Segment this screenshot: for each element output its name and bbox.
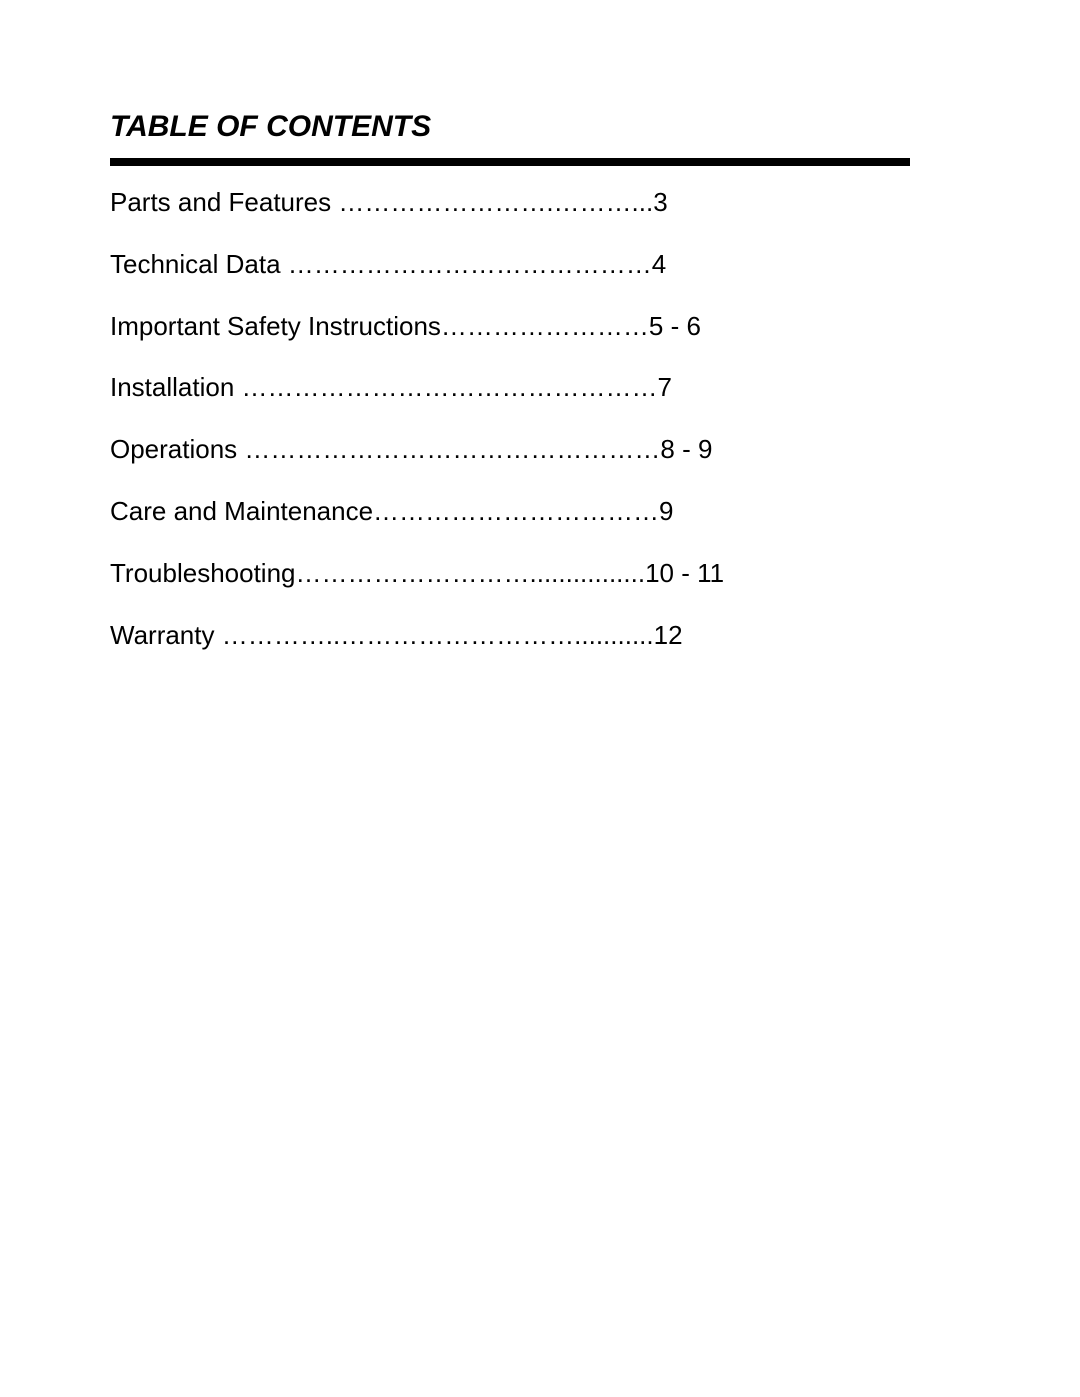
toc-title: TABLE OF CONTENTS xyxy=(110,110,990,144)
toc-divider xyxy=(110,158,910,166)
toc-entry: Care and Maintenance……………………………9 xyxy=(110,495,990,529)
toc-entry: Parts and Features …………………….………...3 xyxy=(110,186,990,220)
toc-entry: Technical Data ……………………………………4 xyxy=(110,248,990,282)
toc-entry: Important Safety Instructions……………………5 -… xyxy=(110,310,990,344)
toc-entry: Troubleshooting………………………................… xyxy=(110,557,990,591)
toc-list: Parts and Features …………………….………...3 Tech… xyxy=(110,186,990,652)
toc-entry: Operations …………………………………………8 - 9 xyxy=(110,433,990,467)
toc-entry: Installation …………………………………………7 xyxy=(110,371,990,405)
toc-entry: Warranty …………..………………………...........12 xyxy=(110,619,990,653)
